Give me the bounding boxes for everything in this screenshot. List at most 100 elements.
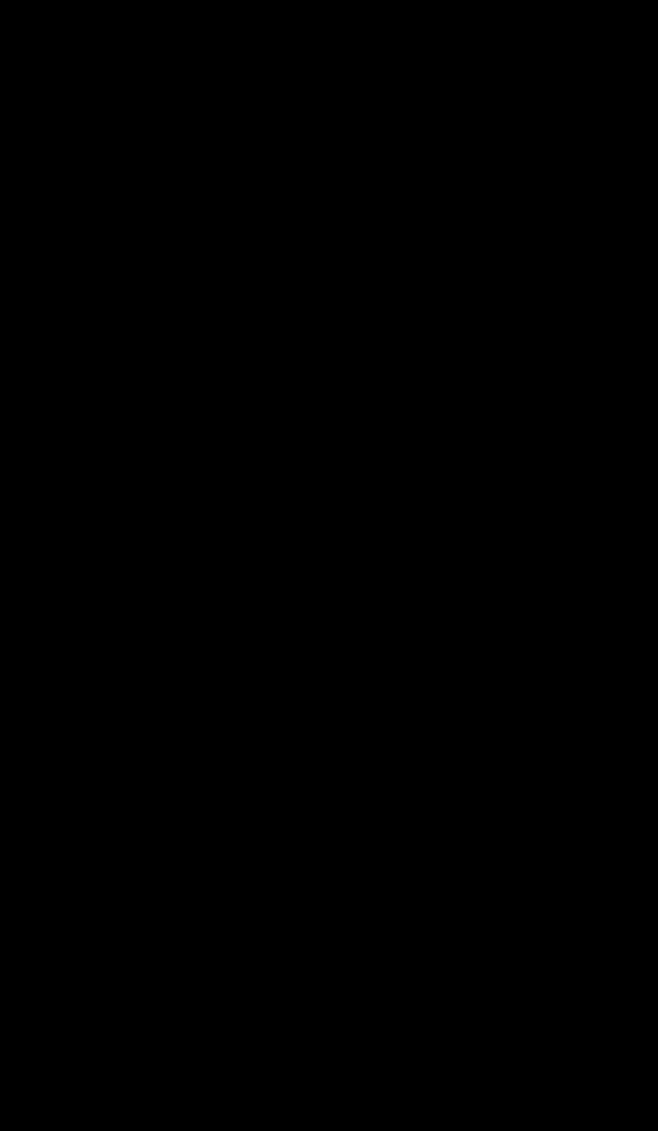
row-label: Furniture, fixtures & equipment (1, 543, 223, 564)
meta-audit-c3: Not Qualified (509, 186, 658, 207)
ccy-3: $ (487, 711, 509, 732)
row-v1 (245, 795, 355, 816)
ccy-3: $ (487, 648, 509, 669)
ccy-3: $ (487, 1047, 509, 1068)
ccy-2: $ (355, 711, 377, 732)
empty-cell (509, 88, 658, 107)
row-v3: 560,861.00 (509, 417, 658, 438)
row-v3: 1,540,537.00 (509, 627, 658, 648)
ccy-1: $ (223, 606, 245, 627)
ccy-2: $ (355, 1110, 377, 1131)
empty-cell (1, 88, 223, 107)
row-v2: (19,008.00) (377, 1047, 487, 1068)
ccy-3: $ (487, 879, 509, 900)
meta-audit-c1: Not Qualified (245, 186, 355, 207)
spacer (487, 144, 509, 165)
ccy-2: $ (355, 564, 377, 585)
ccy-1: $ (223, 522, 245, 543)
empty-cell (1, 32, 223, 51)
row-label: Land held for sale (1, 438, 223, 459)
row-label: Land held for development (1, 459, 223, 480)
ccy-2: $ (355, 816, 377, 837)
meta-consol-c1: Yes (245, 207, 355, 228)
empty-cell (509, 1, 658, 32)
ccy-2: $ (355, 606, 377, 627)
company-title: Ryman Hosp. (RHP) (NYSE) (1, 1, 223, 32)
ccy-3: $ (487, 627, 509, 648)
row-v2: 67,013.00 (377, 648, 487, 669)
spacer (487, 165, 509, 186)
ccy-3: $ (487, 396, 509, 417)
row-v3: 18,228.00 (509, 816, 658, 837)
meta-currency-c1: USD (245, 165, 355, 186)
row-v3 (509, 795, 658, 816)
row-v1: 14,395,623.00 (245, 963, 355, 984)
row-v2: 1,182,257.00 (377, 858, 487, 879)
row-v3: 7,659.00 (509, 753, 658, 774)
row-v3: 501,257.00 (509, 711, 658, 732)
spacer (487, 228, 509, 249)
meta-scale-c2: Thousands (377, 228, 487, 249)
ccy-1: $ (223, 921, 245, 942)
ccy-1: $ (223, 459, 245, 480)
ccy-1: $ (223, 900, 245, 921)
row-v1: 2,095,292.00 (245, 1110, 355, 1131)
row-label: Current portion of long-term obligation (1, 837, 223, 858)
ccy-2: $ (355, 1047, 377, 1068)
row-v2: 83,203.00 (377, 354, 487, 375)
ccy-3: $ (487, 1005, 509, 1026)
row-v1: (68,917.00) (245, 1068, 355, 1089)
row-v1: 200,291.00 (245, 900, 355, 921)
ccy-1: $ (223, 711, 245, 732)
empty-cell (245, 88, 355, 107)
ccy-2: $ (355, 585, 377, 606)
ccy-3: $ (487, 900, 509, 921)
row-v3: 1,005,653.00 (509, 858, 658, 879)
empty-cell (245, 107, 355, 144)
row-v2: 1,853,388.00 (377, 543, 487, 564)
ccy-3: $ (487, 753, 509, 774)
empty-cell (223, 88, 245, 107)
row-v1: 223,124.00 (245, 417, 355, 438)
row-v1: 480,807.00 (245, 669, 355, 690)
spacer (487, 186, 509, 207)
empty-cell (355, 107, 377, 144)
row-v2: 15,475.00 (377, 816, 487, 837)
spacer (355, 207, 377, 228)
row-label: Capital in excess of par value (1, 1005, 223, 1026)
row-v1: 77,943.00 (245, 459, 355, 480)
ccy-1: $ (223, 354, 245, 375)
ccy-3: $ (487, 312, 509, 333)
row-v3: (78,896.00) (509, 1068, 658, 1089)
row-v1: 147,054.00 (245, 1026, 355, 1047)
ccy-2: $ (355, 480, 377, 501)
ccy-3: $ (487, 375, 509, 396)
row-v1: 1,064,944.00 (245, 375, 355, 396)
ccy-1: $ (223, 648, 245, 669)
spacer (355, 144, 377, 165)
ccy-3: $ (487, 1068, 509, 1089)
row-v2: 2,229,668.00 (377, 312, 487, 333)
row-label: Accounts receivable, net (1, 291, 223, 312)
meta-currency-label: Currency (1, 165, 223, 186)
meta-consol-label: Consolidated (1, 207, 223, 228)
ccy-3: $ (487, 1110, 509, 1131)
ccy-1: $ (223, 627, 245, 648)
row-v3: 200,239.00 (509, 900, 658, 921)
section-title: As Reported Annual Balance Sheet (1, 107, 223, 144)
row-label: Unearned income and deposits liabilities (1, 921, 223, 942)
row-v2: 84,243.00 (377, 984, 487, 1005)
ccy-2: $ (355, 1068, 377, 1089)
row-label: Long-term debt, excluding current portio… (1, 879, 223, 900)
ccy-2: $ (355, 984, 377, 1005)
ccy-1: $ (223, 375, 245, 396)
ccy-1: $ (223, 585, 245, 606)
empty-cell (487, 107, 509, 144)
ccy-3: $ (487, 732, 509, 753)
ccy-3: $ (487, 963, 509, 984)
row-v1: 1,161,927.00 (245, 858, 355, 879)
ccy-2: $ (355, 627, 377, 648)
meta-currency-c3: USD (509, 165, 658, 186)
ccy-1: $ (223, 564, 245, 585)
row-v3: 76,717.00 (509, 354, 658, 375)
